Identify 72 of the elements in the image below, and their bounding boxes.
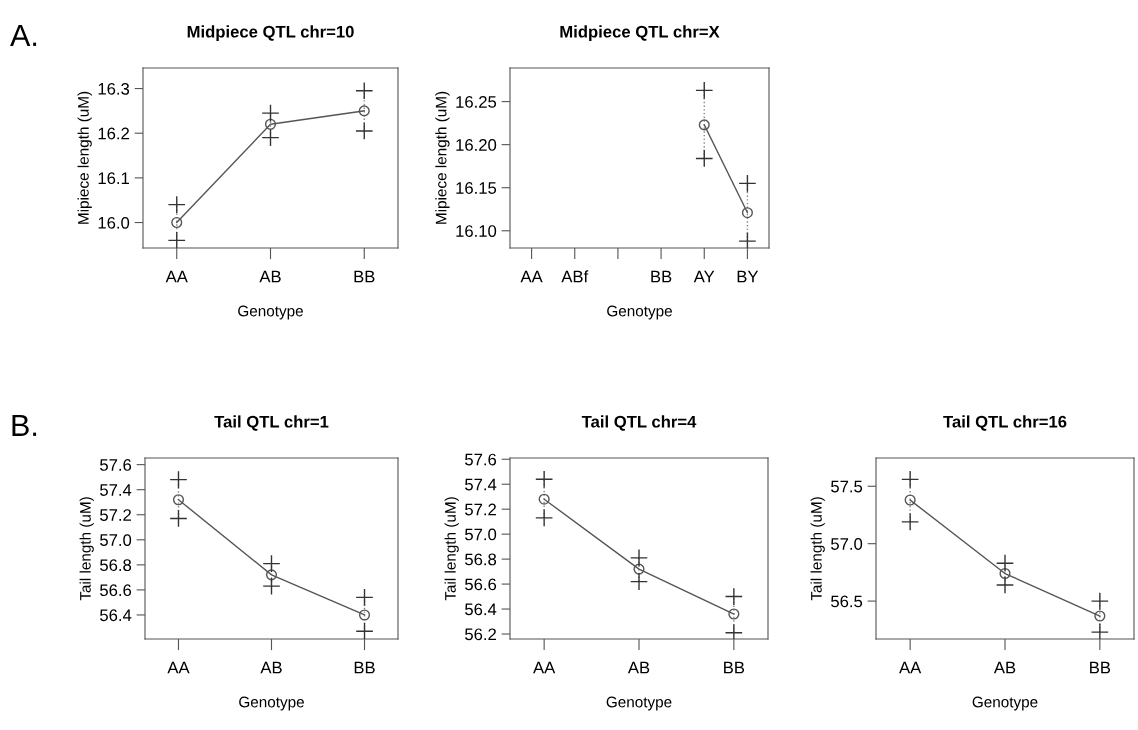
y-axis-title: Mipiece length (uM)	[435, 91, 450, 224]
y-tick-label: 16.0	[98, 216, 130, 229]
point	[171, 216, 183, 229]
y-tick-label: 56.4	[100, 609, 132, 622]
x-tick-label: AB	[627, 661, 650, 674]
y-tick-label: 56.6	[100, 584, 132, 597]
chart-title: Tail QTL chr=1	[214, 415, 329, 431]
y-tick-label: 57.2	[100, 509, 131, 521]
x-tick-label: BB	[651, 270, 672, 283]
x-tick-label: ABf	[561, 270, 589, 283]
x-tick-label: AB	[260, 661, 282, 674]
y-tick-label: 57.6	[100, 459, 132, 471]
y-tick-label: 16.3	[98, 82, 130, 95]
y-tick-label: 56.2	[465, 628, 496, 641]
point	[358, 609, 371, 621]
point	[904, 494, 916, 506]
y-tick-label: 57.0	[100, 534, 132, 546]
chart-title: Tail QTL chr=16	[943, 415, 1067, 431]
x-axis-title: Genotype	[238, 305, 303, 320]
chart-title: Midpiece QTL chr=10	[187, 25, 354, 41]
y-axis-title: Tail length (uM)	[810, 497, 825, 601]
chart-title: Tail QTL chr=4	[581, 415, 697, 431]
x-tick-label: AB	[993, 661, 1016, 674]
x-tick-label: AA	[899, 661, 922, 674]
x-tick-label: AA	[167, 661, 190, 674]
text: A.	[10, 24, 37, 46]
y-tick-label: 57.4	[465, 478, 497, 491]
x-tick-label: AA	[520, 270, 543, 283]
point	[728, 608, 740, 620]
y-tick-label: 56.4	[465, 603, 497, 616]
point	[265, 569, 278, 581]
y-tick-label: 16.10	[456, 225, 497, 237]
point	[999, 567, 1011, 580]
chart-title: Midpiece QTL chr=X	[560, 25, 720, 41]
x-axis-title: Genotype	[606, 696, 672, 711]
x-tick-label: AA	[165, 270, 188, 283]
y-tick-label: 57.0	[831, 538, 863, 550]
point	[633, 563, 645, 575]
y-tick-label: 57.4	[100, 484, 132, 496]
y-axis-title: Tail length (uM)	[444, 497, 459, 601]
y-tick-label: 56.8	[100, 559, 132, 572]
point	[1094, 610, 1106, 622]
x-axis-title: Genotype	[239, 696, 304, 711]
y-tick-label: 56.8	[465, 553, 497, 566]
y-tick-label: 56.6	[465, 578, 497, 591]
x-tick-label: AY	[693, 270, 715, 283]
point	[358, 105, 370, 117]
x-axis-title: Genotype	[972, 696, 1038, 711]
y-tick-label: 57.2	[465, 503, 496, 516]
y-tick-label: 16.1	[98, 172, 129, 185]
point	[538, 493, 550, 505]
x-axis-title: Genotype	[607, 305, 672, 320]
point	[172, 494, 185, 506]
point	[264, 118, 277, 130]
y-axis-title: Mipiece length (uM)	[77, 91, 92, 224]
y-tick-label: 57.6	[465, 453, 497, 466]
x-tick-label: AB	[259, 270, 281, 283]
x-tick-label: BY	[737, 270, 759, 283]
y-tick-label: 57.0	[465, 528, 497, 541]
y-tick-label: 16.20	[456, 139, 497, 151]
y-tick-label: 16.2	[98, 127, 129, 140]
x-tick-label: AA	[533, 661, 556, 674]
x-tick-label: BB	[1090, 661, 1111, 674]
x-tick-label: BB	[724, 661, 745, 674]
y-tick-label: 57.5	[831, 480, 863, 493]
y-tick-label: 16.15	[456, 182, 497, 194]
y-tick-label: 16.25	[456, 95, 497, 108]
y-axis-title: Tail length (uM)	[79, 497, 94, 601]
x-tick-label: BB	[354, 270, 375, 283]
text: B.	[12, 414, 37, 436]
x-tick-label: BB	[354, 661, 375, 674]
y-tick-label: 56.5	[831, 595, 863, 608]
